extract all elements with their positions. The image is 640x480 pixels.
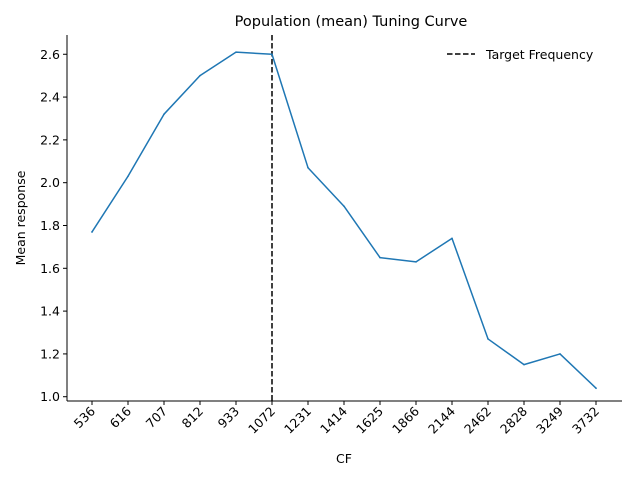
x-tick-label: 536: [71, 403, 99, 431]
y-tick-label: 1.6: [40, 261, 60, 276]
data-point: [343, 205, 345, 208]
x-tick-label: 1072: [245, 404, 278, 437]
data-point: [91, 231, 93, 233]
data-point: [523, 363, 525, 366]
x-tick-label: 3732: [569, 404, 602, 437]
y-axis: 1.0 1.2 1.4 1.6 1.8 2.0 2.2 2.4 2.6: [40, 47, 67, 404]
data-point: [415, 261, 417, 263]
data-point: [199, 74, 201, 77]
x-tick-label: 812: [179, 404, 206, 431]
x-axis-label: CF: [336, 451, 352, 466]
data-point: [487, 338, 489, 340]
x-tick-label: 1414: [317, 403, 350, 436]
data-point: [271, 53, 273, 56]
x-tick-label: 707: [143, 404, 170, 431]
legend-label-target-frequency: Target Frequency: [485, 47, 594, 62]
y-tick-label: 1.8: [40, 218, 60, 233]
y-tick-label: 2.4: [40, 90, 60, 105]
x-tick-label: 933: [215, 404, 242, 431]
chart-title: Population (mean) Tuning Curve: [235, 14, 468, 30]
data-point: [595, 387, 597, 389]
series-line: [90, 51, 598, 390]
legend: Target Frequency: [447, 47, 594, 62]
data-point: [235, 51, 237, 53]
y-tick-label: 1.4: [40, 304, 60, 319]
x-tick-label: 2828: [497, 403, 530, 436]
x-tick-label: 616: [107, 403, 135, 431]
y-tick-label: 1.0: [40, 389, 60, 404]
y-tick-label: 2.0: [40, 175, 60, 190]
x-tick-label: 1625: [353, 404, 386, 437]
x-tick-label: 3249: [533, 403, 566, 436]
data-point: [559, 353, 561, 355]
x-axis: 536 616 707 812 933 1072 1231 1414 1625 1866 2144 2…: [71, 401, 602, 437]
x-tick-label: 1866: [389, 403, 422, 436]
series-group: [90, 51, 598, 390]
data-point: [127, 175, 129, 178]
y-axis-label: Mean response: [13, 170, 28, 265]
x-tick-label: 1231: [281, 404, 314, 437]
x-tick-label: 2144: [425, 403, 458, 436]
data-point: [379, 256, 381, 259]
y-tick-label: 2.2: [40, 132, 60, 147]
y-tick-label: 2.6: [40, 47, 60, 62]
y-tick-label: 1.2: [40, 346, 60, 361]
x-tick-label: 2462: [461, 404, 494, 437]
data-point: [307, 166, 309, 169]
data-point: [451, 237, 453, 240]
data-point: [163, 113, 165, 115]
